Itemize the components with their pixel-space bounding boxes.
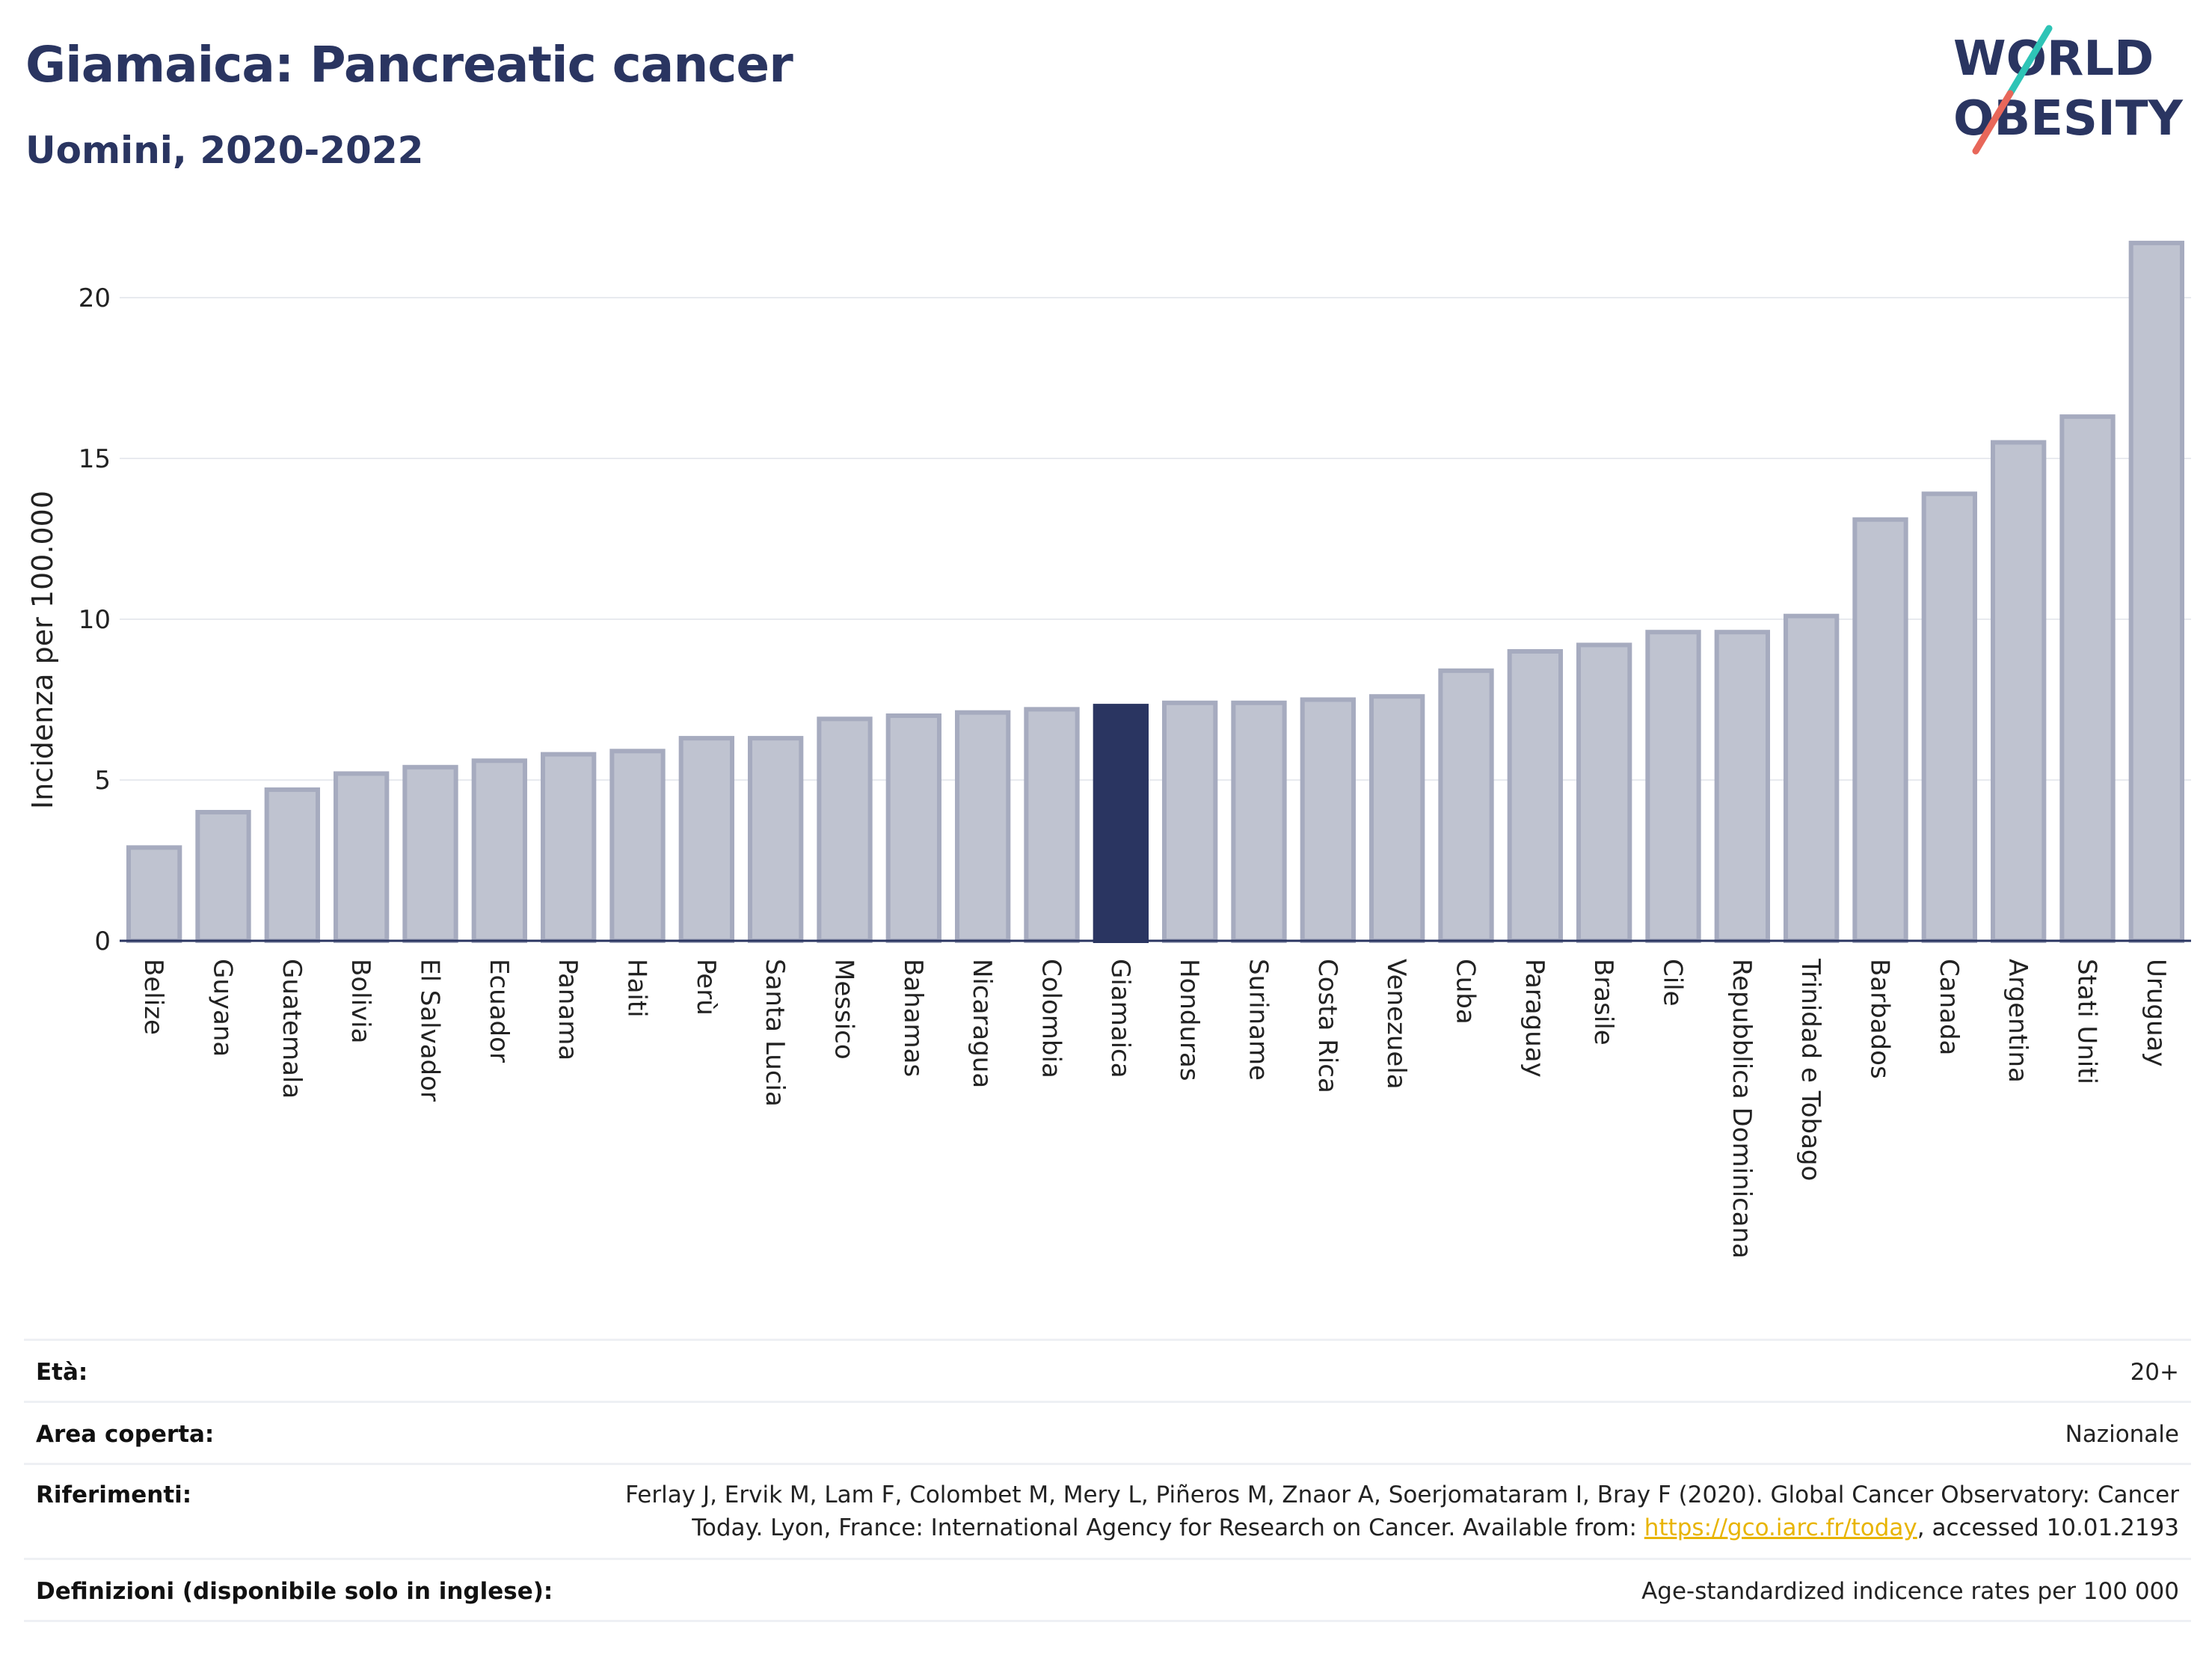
x-tick-label: Perù (691, 959, 721, 1016)
bar (609, 749, 666, 943)
x-tick-label: Cuba (1451, 959, 1481, 1025)
info-row-area: Area coperta: Nazionale (24, 1401, 2191, 1463)
bar (402, 764, 458, 944)
bar (1576, 642, 1632, 944)
bar (1645, 630, 1701, 943)
x-tick-label: Stati Uniti (2072, 959, 2102, 1084)
x-tick-label: Argentina (2003, 959, 2033, 1083)
bar (817, 716, 873, 943)
bar (1852, 517, 1908, 943)
x-tick-label: Canada (1934, 959, 1964, 1055)
y-tick-label: 15 (79, 444, 111, 474)
info-value-references: Ferlay J, Ervik M, Lam F, Colombet M, Me… (625, 1479, 2179, 1544)
bar (2059, 414, 2116, 943)
x-tick-label: Paraguay (1520, 959, 1549, 1078)
bar (1714, 630, 1770, 943)
logo-line1: WORLD (1953, 31, 2154, 87)
y-tick-label: 10 (79, 605, 111, 635)
x-tick-label: Santa Lucia (760, 959, 790, 1107)
x-tick-label: Trinidad e Tobago (1795, 958, 1825, 1181)
x-tick-label: Uruguay (2141, 959, 2171, 1067)
chart-title: Giamaica: Pancreatic cancer (25, 36, 793, 93)
x-tick-label: Venezuela (1381, 959, 1411, 1090)
bar (195, 810, 251, 943)
references-link[interactable]: https://gco.iarc.fr/today (1644, 1514, 1917, 1541)
x-tick-label: Costa Rica (1312, 959, 1342, 1093)
y-tick-label: 5 (94, 766, 111, 796)
bar (1438, 668, 1494, 943)
bar (1784, 613, 1840, 943)
info-label-area: Area coperta: (36, 1421, 215, 1448)
bar (1231, 700, 1287, 943)
x-tick-label: Panama (553, 959, 583, 1060)
x-tick-label: Guatemala (277, 959, 307, 1099)
x-tick-label: Guyana (208, 959, 238, 1057)
x-tick-label: Haiti (622, 959, 652, 1018)
info-label-references: Riferimenti: (36, 1481, 192, 1508)
x-tick-label: Barbados (1865, 959, 1895, 1079)
bar (541, 752, 597, 943)
x-tick-label: Suriname (1244, 959, 1274, 1081)
bar (1162, 700, 1218, 943)
info-table: Età: 20+ Area coperta: Nazionale Riferim… (24, 1339, 2191, 1622)
x-tick-label: Giamaica (1105, 959, 1135, 1078)
info-value-age: 20+ (2130, 1359, 2179, 1386)
info-value-area: Nazionale (2065, 1421, 2179, 1448)
x-tick-label: Cile (1658, 959, 1688, 1007)
bar (1300, 697, 1356, 943)
references-line1: Ferlay J, Ervik M, Lam F, Colombet M, Me… (625, 1481, 2179, 1508)
x-tick-label: Ecuador (484, 959, 514, 1063)
bar-chart: 0 5 10 15 20 Incidenza per 100.000 Belize Guyan… (26, 240, 2191, 1259)
x-tick-label: Honduras (1174, 959, 1204, 1081)
bar (1991, 440, 2047, 943)
info-label-age: Età: (36, 1359, 88, 1386)
x-tick-label: Nicaragua (967, 959, 997, 1088)
bar (264, 787, 320, 944)
bar (1369, 694, 1425, 943)
x-tick-label: Brasile (1588, 959, 1618, 1045)
bar (334, 771, 390, 944)
references-line2: Today. Lyon, France: International Agenc… (692, 1514, 2179, 1541)
y-axis-label: Incidenza per 100.000 (26, 491, 59, 809)
x-tick-label: Bolivia (345, 959, 375, 1043)
bar (1921, 491, 1977, 943)
bar (1093, 704, 1149, 943)
x-tick-label: Messico (829, 959, 859, 1060)
x-tick-label: Belize (138, 959, 168, 1035)
bar (955, 710, 1011, 943)
bar (1507, 649, 1563, 943)
bar (1024, 707, 1080, 944)
bar (2128, 240, 2184, 943)
x-tick-label: Bahamas (898, 959, 928, 1077)
x-tick-label: El Salvador (415, 959, 445, 1102)
info-row-definitions: Definizioni (disponibile solo in inglese… (24, 1558, 2191, 1622)
bar (126, 845, 182, 944)
bar (678, 736, 734, 943)
chart-subtitle: Uomini, 2020-2022 (25, 129, 424, 172)
info-row-age: Età: 20+ (24, 1339, 2191, 1401)
x-tick-label: Repubblica Dominicana (1727, 959, 1757, 1259)
y-tick-label: 0 (94, 927, 111, 957)
info-value-definitions: Age-standardized indicence rates per 100… (1641, 1578, 2179, 1605)
bar (885, 713, 941, 943)
y-tick-label: 20 (79, 283, 111, 313)
info-label-definitions: Definizioni (disponibile solo in inglese… (36, 1578, 553, 1605)
world-obesity-logo: WORLD OBESITY (1953, 25, 2183, 155)
bar (471, 758, 527, 944)
info-row-references: Riferimenti: Ferlay J, Ervik M, Lam F, C… (24, 1463, 2191, 1558)
bar (748, 736, 804, 943)
x-tick-label: Colombia (1036, 959, 1066, 1078)
